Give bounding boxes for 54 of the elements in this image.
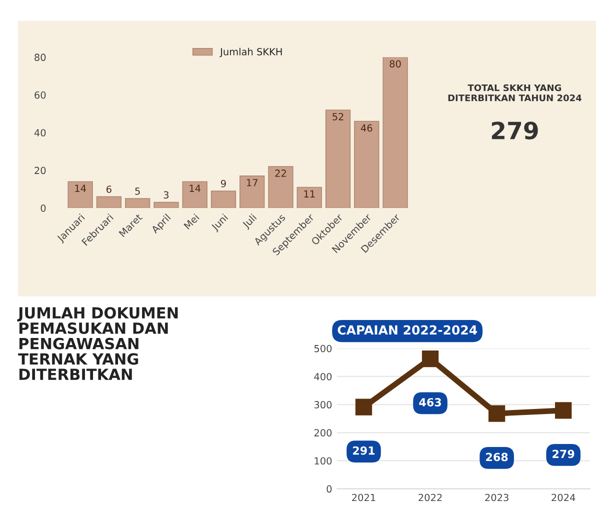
- data-label: 463: [419, 398, 441, 406]
- bar: [296, 186, 322, 208]
- data-label: 11: [304, 190, 315, 198]
- y-tick-label: 40: [34, 129, 46, 136]
- text: JUMLAH DOKUMEN PEMASUKAN DAN PENGAWASAN TERNAK YANG DITERBITKAN: [17, 307, 178, 380]
- x-tick-label: 2021: [352, 494, 376, 502]
- text: TOTAL SKKH YANG DITERBITKAN TAHUN 2024: [448, 84, 582, 102]
- y-tick-label: 0: [40, 204, 46, 212]
- x-tick-label: 2023: [485, 494, 508, 502]
- data-label: 291: [353, 446, 375, 455]
- legend-label: Jumlah SKKH: [220, 48, 282, 58]
- y-tick-label: 500: [314, 344, 332, 352]
- data-label: 268: [486, 452, 508, 462]
- data-label: 17: [246, 179, 258, 186]
- data-label: 3: [164, 191, 169, 199]
- data-label: 46: [360, 124, 372, 132]
- y-tick-label: 60: [34, 91, 46, 99]
- bar: [325, 110, 351, 208]
- point: [555, 402, 572, 419]
- data-label: 6: [106, 186, 112, 193]
- data-label: 80: [390, 60, 401, 68]
- x-tick-label: 2022: [418, 494, 442, 502]
- data-label: 14: [190, 184, 200, 192]
- bar: [182, 181, 208, 208]
- data-label: 9: [220, 180, 226, 188]
- point: [488, 405, 506, 422]
- y-tick-label: 80: [34, 54, 46, 62]
- y-tick-label: 20: [34, 166, 46, 174]
- data-label: 14: [75, 184, 86, 192]
- bar: [354, 120, 380, 208]
- bar: [124, 198, 150, 208]
- y-tick-label: 300: [314, 401, 332, 408]
- data-label: 5: [135, 188, 140, 195]
- y-tick-label: 0: [326, 485, 332, 493]
- bar: [382, 57, 408, 208]
- y-tick-label: 100: [314, 457, 332, 465]
- data-label: 52: [332, 112, 344, 120]
- text: 279: [492, 122, 538, 140]
- bar: [268, 166, 294, 208]
- x-tick-label: 2024: [552, 494, 576, 502]
- bar: [96, 196, 122, 208]
- bar: [240, 176, 265, 208]
- x-tick-label: Juli: [242, 214, 258, 230]
- y-tick-label: 400: [314, 372, 332, 380]
- bar: [154, 202, 179, 208]
- point: [422, 350, 439, 368]
- data-label: 279: [552, 450, 574, 458]
- data-label: 22: [275, 170, 286, 177]
- y-tick-label: 200: [314, 429, 332, 436]
- point: [355, 398, 372, 416]
- chart-title: CAPAIAN 2022-2024: [338, 325, 477, 335]
- bar: [210, 190, 236, 208]
- x-tick-label: Mei: [183, 214, 200, 230]
- bar: [68, 181, 93, 208]
